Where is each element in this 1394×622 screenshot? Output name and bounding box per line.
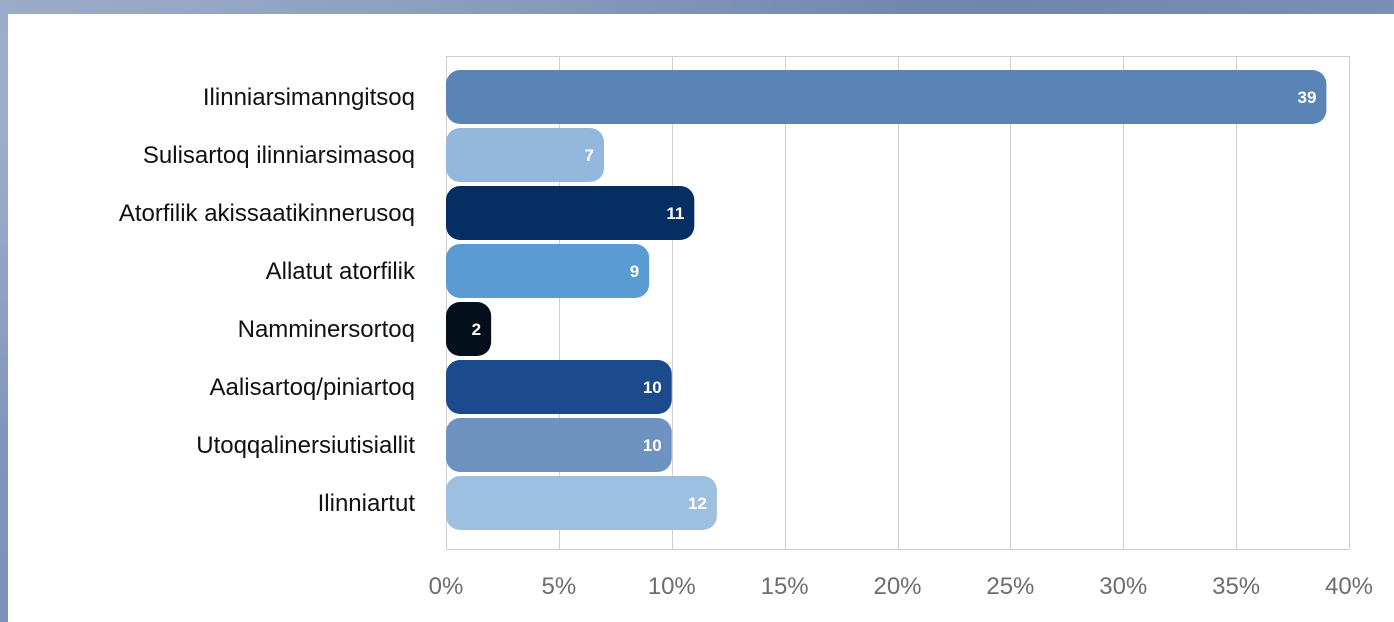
bar — [446, 186, 695, 240]
category-label: Namminersortoq — [238, 316, 415, 343]
x-tick-label: 20% — [873, 573, 921, 600]
bar-value-label: 9 — [630, 262, 639, 281]
x-tick-label: 10% — [648, 573, 696, 600]
bar-value-label: 12 — [688, 494, 707, 513]
bar — [446, 70, 1327, 124]
chart-panel: Ilinniarsimanngitsoq Sulisartoq ilinniars… — [8, 14, 1394, 622]
x-tick-label: 15% — [761, 573, 809, 600]
bar-chart: Ilinniarsimanngitsoq Sulisartoq ilinniars… — [119, 56, 1373, 600]
category-label: Utoqqalinersiutisiallit — [196, 432, 415, 459]
category-label: Ilinniartut — [318, 490, 416, 517]
bar — [446, 360, 672, 414]
category-label: Sulisartoq ilinniarsimasoq — [143, 142, 415, 169]
bar — [446, 128, 605, 182]
category-label: Atorfilik akissaatikinnerusoq — [119, 200, 415, 227]
bar-value-label: 11 — [666, 204, 684, 223]
x-tick-label: 40% — [1325, 573, 1373, 600]
bar — [446, 244, 650, 298]
bar — [446, 302, 492, 356]
category-label: Ilinniarsimanngitsoq — [203, 84, 415, 111]
category-labels: Ilinniarsimanngitsoq Sulisartoq ilinniars… — [119, 84, 416, 517]
x-axis-ticks: 0% 5% 10% 15% 20% 25% 30% 35% 40% — [429, 573, 1373, 600]
category-label: Allatut atorfilik — [266, 258, 416, 285]
bar-value-label: 2 — [472, 320, 481, 339]
bar — [446, 418, 672, 472]
x-tick-label: 25% — [986, 573, 1034, 600]
x-tick-label: 0% — [429, 573, 464, 600]
bars: 39 7 11 9 2 10 10 12 — [446, 70, 1327, 530]
gridlines — [446, 56, 1350, 550]
bar-value-label: 7 — [585, 146, 594, 165]
bar-value-label: 39 — [1298, 88, 1317, 107]
x-tick-label: 30% — [1099, 573, 1147, 600]
bar-value-label: 10 — [643, 378, 662, 397]
bar-value-label: 10 — [643, 436, 662, 455]
bar — [446, 476, 717, 530]
category-label: Aalisartoq/piniartoq — [210, 374, 415, 401]
x-tick-label: 35% — [1212, 573, 1260, 600]
x-tick-label: 5% — [542, 573, 577, 600]
